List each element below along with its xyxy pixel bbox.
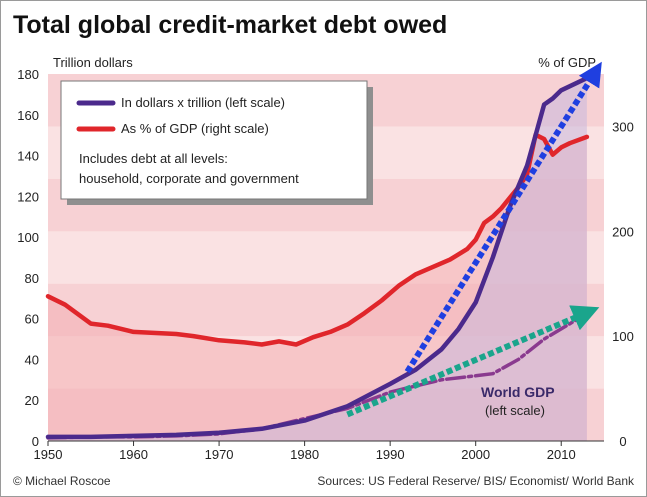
world-gdp-label: World GDP bbox=[481, 384, 555, 400]
series-lines bbox=[45, 75, 590, 440]
debt-area bbox=[48, 78, 587, 442]
legend: In dollars x trillion (left scale) As % … bbox=[60, 80, 373, 205]
trend-arrows bbox=[346, 61, 602, 418]
y-right-tick-label: 0 bbox=[619, 434, 626, 449]
y-left-tick-label: 100 bbox=[17, 230, 39, 245]
x-tick-label: 2010 bbox=[547, 447, 576, 462]
series-line-debt bbox=[45, 75, 590, 440]
y-left-tick-label: 20 bbox=[25, 393, 39, 408]
y-right-ticks: 300 200 100 0 bbox=[612, 119, 634, 449]
world-gdp-sublabel: (left scale) bbox=[485, 403, 545, 418]
sources-text: Sources: US Federal Reserve/ BIS/ Econom… bbox=[317, 474, 635, 488]
y-left-tick-label: 120 bbox=[17, 189, 39, 204]
legend-note-line1: Includes debt at all levels: bbox=[79, 151, 228, 166]
y-right-axis-label: % of GDP bbox=[538, 55, 596, 70]
credit-text: © Michael Roscoe bbox=[13, 474, 111, 488]
x-tick-label: 1950 bbox=[34, 447, 63, 462]
y-left-ticks: 180 160 140 120 100 80 60 40 20 0 bbox=[17, 67, 39, 449]
x-ticks: 1950 1960 1970 1980 1990 2000 2010 bbox=[34, 441, 576, 462]
legend-note-line2: household, corporate and government bbox=[79, 171, 299, 186]
y-left-tick-label: 0 bbox=[32, 434, 39, 449]
x-tick-label: 1980 bbox=[290, 447, 319, 462]
legend-label-debt: In dollars x trillion (left scale) bbox=[121, 95, 285, 110]
x-tick-label: 2000 bbox=[461, 447, 490, 462]
y-left-tick-label: 80 bbox=[25, 271, 39, 286]
y-left-axis-label: Trillion dollars bbox=[53, 55, 133, 70]
y-left-tick-label: 180 bbox=[17, 67, 39, 82]
y-right-tick-label: 300 bbox=[612, 119, 634, 134]
chart-title: Total global credit-market debt owed bbox=[13, 11, 447, 39]
legend-label-pct-gdp: As % of GDP (right scale) bbox=[121, 121, 269, 136]
y-left-tick-label: 140 bbox=[17, 149, 39, 164]
x-tick-label: 1960 bbox=[119, 447, 148, 462]
y-right-tick-label: 200 bbox=[612, 224, 634, 239]
y-left-tick-label: 60 bbox=[25, 312, 39, 327]
series-areas bbox=[48, 78, 587, 442]
x-tick-label: 1970 bbox=[205, 447, 234, 462]
x-tick-label: 1990 bbox=[376, 447, 405, 462]
debt-trend-arrow bbox=[404, 61, 602, 374]
y-left-tick-label: 160 bbox=[17, 108, 39, 123]
y-right-tick-label: 100 bbox=[612, 329, 634, 344]
gdp-trend-arrow bbox=[346, 305, 600, 418]
y-left-tick-label: 40 bbox=[25, 352, 39, 367]
